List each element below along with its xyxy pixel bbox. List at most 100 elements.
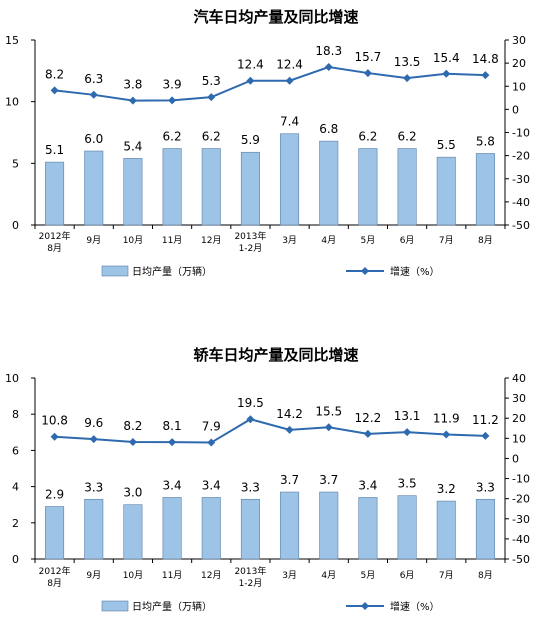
growth-point [246, 415, 255, 424]
growth-value-label: 11.2 [472, 413, 499, 427]
bar-value-label: 5.5 [437, 138, 456, 152]
x-tick-label: 9月 [86, 570, 101, 581]
bar-value-label: 6.2 [358, 130, 377, 144]
right-tick-label: -40 [512, 196, 530, 209]
right-tick-label: -10 [512, 473, 530, 486]
growth-value-label: 15.5 [315, 404, 342, 418]
legend-bar-swatch [101, 600, 129, 612]
growth-point [324, 423, 333, 432]
left-tick-label: 2 [12, 517, 19, 530]
x-tick-label: 12月 [201, 570, 221, 581]
growth-point [285, 76, 294, 85]
bar-value-label: 3.4 [163, 478, 182, 492]
growth-point [285, 425, 294, 434]
x-tick-label: 8月 [478, 235, 493, 246]
x-tick-label: 2013年 1-2月 [234, 565, 266, 589]
right-tick-label: 20 [512, 57, 526, 70]
bar-value-label: 6.2 [163, 130, 182, 144]
bar-value-label: 3.0 [123, 486, 142, 500]
right-tick-label: 0 [512, 103, 519, 116]
growth-value-label: 13.5 [394, 55, 421, 69]
bar [123, 504, 143, 560]
growth-value-label: 5.3 [202, 74, 221, 88]
growth-point [50, 86, 59, 95]
bar-value-label: 5.4 [123, 139, 142, 153]
x-tick-label: 11月 [162, 235, 182, 246]
growth-value-label: 8.2 [123, 419, 142, 433]
x-tick-label: 2013年 1-2月 [234, 230, 266, 254]
left-tick-label: 8 [12, 408, 19, 421]
right-tick-label: 40 [512, 372, 526, 385]
bar-value-label: 3.2 [437, 482, 456, 496]
bar [436, 156, 456, 226]
bar [240, 151, 260, 226]
bar-value-label: 3.7 [319, 473, 338, 487]
x-tick-label: 8月 [478, 570, 493, 581]
bar [397, 495, 417, 560]
growth-point [50, 432, 59, 441]
right-tick-label: -40 [512, 533, 530, 546]
bar-value-label: 3.4 [358, 478, 377, 492]
growth-value-label: 12.4 [276, 58, 303, 72]
x-tick-label: 5月 [361, 235, 376, 246]
growth-point [403, 74, 412, 83]
legend-line-marker [361, 602, 369, 610]
x-tick-label: 6月 [400, 570, 415, 581]
growth-point [207, 438, 216, 447]
bar [123, 158, 143, 226]
auto-production-chart: 汽车日均产量及同比增速 0 5 10 15 -50 -40 -30 -20 -10 0 10 20 30 2… [5, 8, 530, 278]
bar-value-label: 7.4 [280, 115, 299, 129]
bar-value-label: 3.3 [241, 480, 260, 494]
bar-value-label: 3.7 [280, 473, 299, 487]
bar [436, 500, 456, 560]
sedan-production-chart: 轿车日均产量及同比增速 0 2 4 6 8 10 -50 -40 -30 -20 -10 0 10 20 30… [5, 346, 530, 613]
growth-value-label: 10.8 [41, 414, 68, 428]
bar [319, 140, 339, 226]
growth-line [54, 418, 486, 444]
growth-point [207, 93, 216, 102]
bar-value-label: 5.8 [476, 134, 495, 148]
x-tick-label: 12月 [201, 235, 221, 246]
growth-point [442, 69, 451, 78]
growth-point [89, 435, 98, 444]
legend-bar-swatch [101, 265, 129, 277]
growth-point [363, 429, 372, 438]
x-tick-label: 10月 [123, 570, 143, 581]
x-tick-label: 4月 [321, 235, 336, 246]
growth-point [128, 96, 137, 105]
bar-value-label: 3.3 [476, 480, 495, 494]
right-tick-label: -10 [512, 127, 530, 140]
growth-point [128, 437, 137, 446]
legend-line-marker [361, 267, 369, 275]
bar-value-label: 5.1 [45, 143, 64, 157]
bar [475, 153, 495, 226]
right-tick-label: 30 [512, 392, 526, 405]
left-tick-label: 5 [12, 157, 19, 170]
x-tick-label: 7月 [439, 235, 454, 246]
right-tick-label: 20 [512, 412, 526, 425]
bar [84, 150, 104, 226]
legend-bar-label: 日均产量（万辆） [132, 265, 212, 278]
growth-point [481, 71, 490, 80]
growth-value-label: 6.3 [84, 72, 103, 86]
left-tick-label: 0 [12, 219, 19, 232]
growth-value-label: 11.9 [433, 412, 460, 426]
x-tick-label: 9月 [86, 235, 101, 246]
bar [475, 498, 495, 560]
growth-value-label: 12.2 [355, 411, 382, 425]
x-tick-label: 6月 [400, 235, 415, 246]
growth-point [324, 63, 333, 72]
right-tick-label: -20 [512, 150, 530, 163]
left-tick-label: 15 [5, 34, 19, 47]
bar-value-label: 6.2 [398, 130, 417, 144]
bar-value-label: 6.2 [202, 130, 221, 144]
growth-value-label: 8.1 [163, 419, 182, 433]
right-tick-label: 10 [512, 80, 526, 93]
bar [162, 148, 182, 226]
bar-value-label: 3.5 [398, 477, 417, 491]
right-tick-label: 30 [512, 34, 526, 47]
bar [201, 497, 221, 560]
right-tick-label: -30 [512, 173, 530, 186]
x-tick-label: 2012年 8月 [39, 230, 71, 254]
